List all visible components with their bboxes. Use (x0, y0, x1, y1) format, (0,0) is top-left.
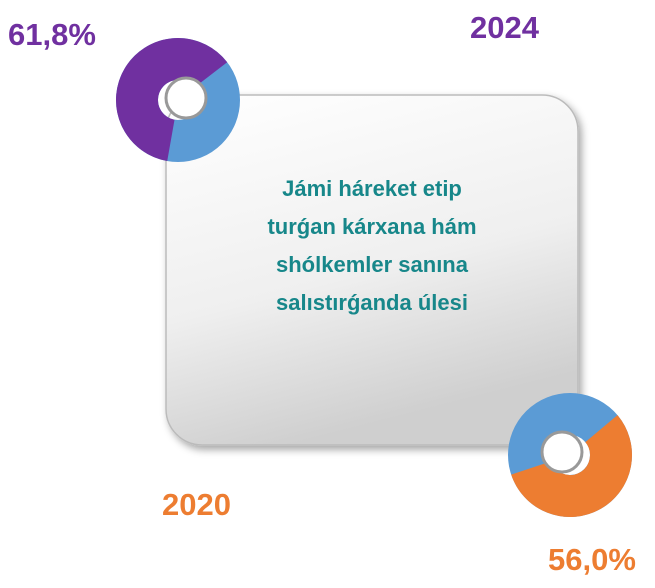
donut-segment (116, 38, 228, 162)
chart-title: 2020 (162, 487, 231, 522)
chart-title: 2024 (470, 10, 540, 45)
donut-segment (511, 415, 632, 517)
donut-hole (164, 76, 208, 120)
box-text: shólkemler sanına (276, 252, 469, 277)
value-label: 61,8% (8, 17, 96, 52)
donut-hole (540, 430, 584, 474)
value-label: 56,0% (548, 542, 636, 577)
box-text: Jámi háreket etip (282, 176, 462, 201)
box-text: turǵan kárxana hám (267, 214, 476, 239)
box-text: salıstırǵanda úlesi (276, 290, 468, 315)
text-box (165, 94, 579, 446)
